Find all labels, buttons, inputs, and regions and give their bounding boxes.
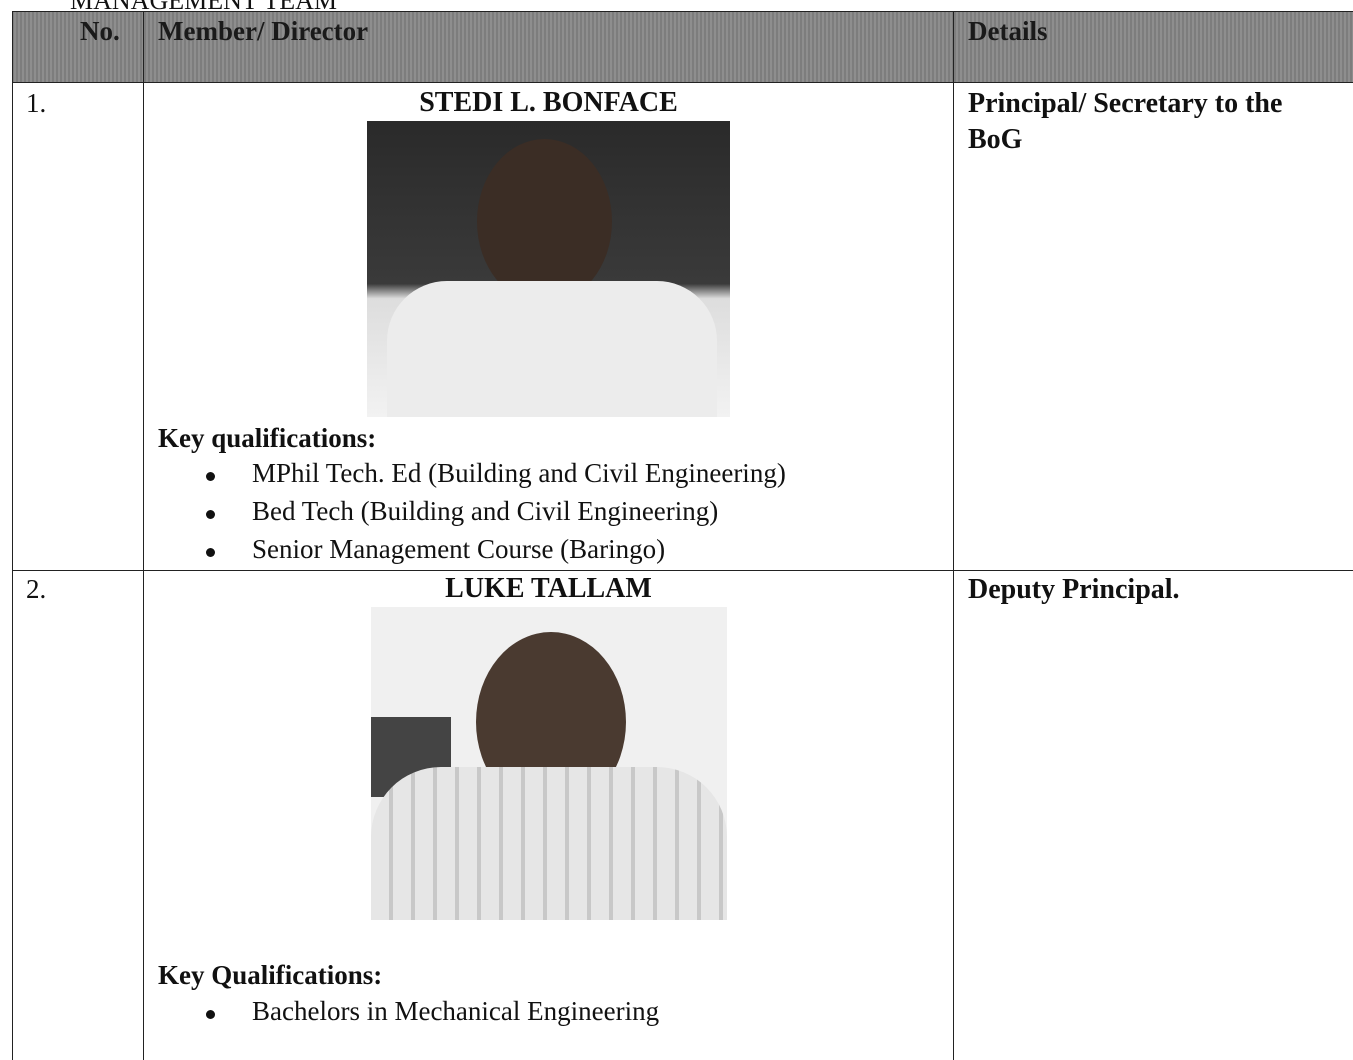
header-text: No. [80,16,120,46]
qualification: Bachelors in Mechanical Engineering [158,996,659,1034]
border [12,82,1353,83]
header-text: Member/ Director [158,16,369,46]
qualification: Senior Management Course (Baringo) [158,534,786,572]
qualifications-list: Bachelors in Mechanical Engineering [158,996,659,1034]
details: Principal/ Secretary to the BoG [968,88,1283,155]
member-name: LUKE TALLAM [445,573,652,604]
header-cell [12,12,143,82]
row-number: 2. [26,574,47,604]
details: Deputy Principal. [968,574,1180,605]
border [12,11,1353,12]
qualifications-title: Key Qualifications: [158,960,383,990]
header-text: Details [968,16,1048,46]
member-photo [371,607,727,920]
header-cell [144,12,953,82]
border [953,11,954,1060]
qualifications-list: MPhil Tech. Ed (Building and Civil Engin… [158,458,786,572]
qualification: MPhil Tech. Ed (Building and Civil Engin… [158,458,786,496]
border [12,570,1353,571]
member-name: STEDI L. BONFACE [419,87,678,118]
header-cell [954,12,1353,82]
border [143,11,144,1060]
row-number: 1. [26,88,47,118]
member-photo [367,121,730,417]
qualification: Bed Tech (Building and Civil Engineering… [158,496,786,534]
qualifications-title: Key qualifications: [158,423,377,453]
border [12,11,13,1060]
